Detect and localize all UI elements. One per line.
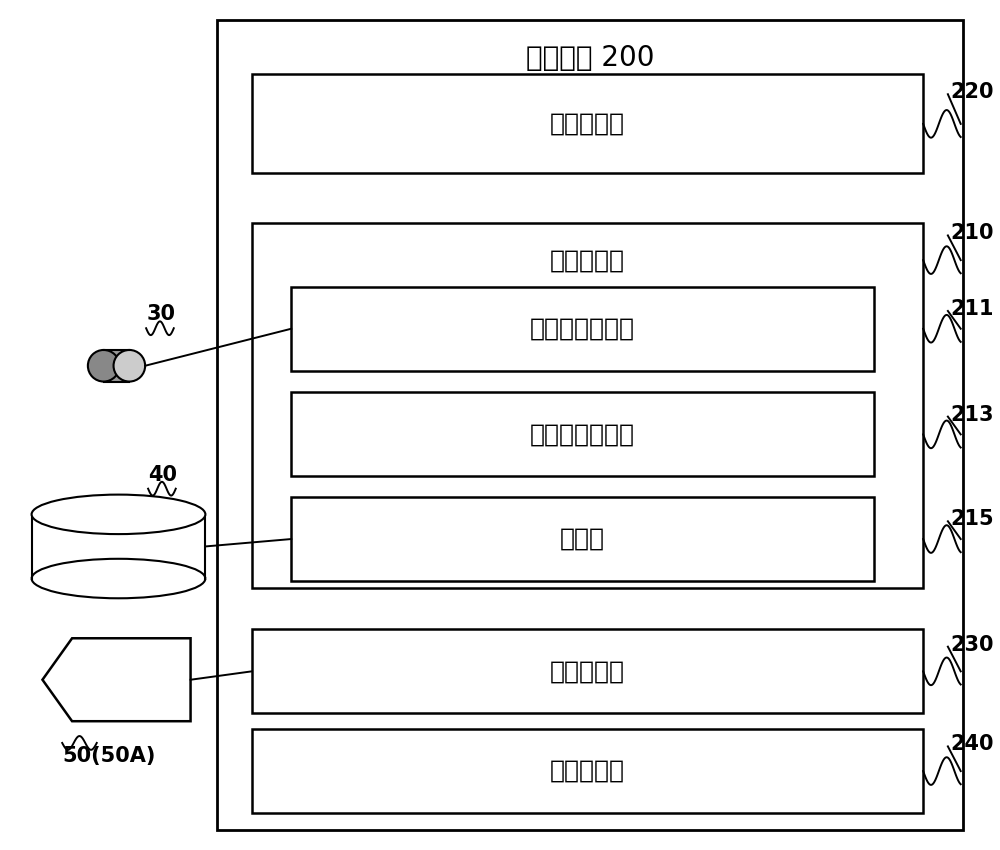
Text: 显示控制部: 显示控制部 xyxy=(550,660,625,683)
Bar xyxy=(252,75,923,173)
Ellipse shape xyxy=(88,350,119,382)
Bar xyxy=(291,497,874,581)
Text: 220: 220 xyxy=(951,82,994,102)
Text: 摄像控制部: 摄像控制部 xyxy=(550,759,625,783)
Text: 核对部: 核对部 xyxy=(560,527,605,551)
Text: 控制部： 200: 控制部： 200 xyxy=(526,43,654,71)
Text: 目标位置确定部: 目标位置确定部 xyxy=(530,422,635,446)
Text: 210: 210 xyxy=(951,224,994,243)
Text: 240: 240 xyxy=(951,734,994,755)
Text: 图像处理部: 图像处理部 xyxy=(550,112,625,136)
Text: 40: 40 xyxy=(148,465,177,484)
Bar xyxy=(252,223,923,588)
Text: 通道选择部: 通道选择部 xyxy=(550,248,625,272)
Text: 相机图像获取部: 相机图像获取部 xyxy=(530,317,635,341)
Bar xyxy=(32,514,205,579)
Bar xyxy=(291,286,874,371)
Bar xyxy=(252,629,923,713)
Text: 215: 215 xyxy=(951,509,994,530)
Text: 213: 213 xyxy=(951,405,994,425)
Polygon shape xyxy=(42,638,191,721)
Text: 30: 30 xyxy=(146,304,175,325)
Ellipse shape xyxy=(32,495,205,534)
Ellipse shape xyxy=(114,350,145,382)
Text: 211: 211 xyxy=(951,299,994,319)
Bar xyxy=(217,20,963,830)
Bar xyxy=(104,350,129,382)
Bar xyxy=(291,393,874,476)
Text: 50(50A): 50(50A) xyxy=(62,745,156,766)
Bar xyxy=(252,729,923,813)
Text: 230: 230 xyxy=(951,635,994,655)
